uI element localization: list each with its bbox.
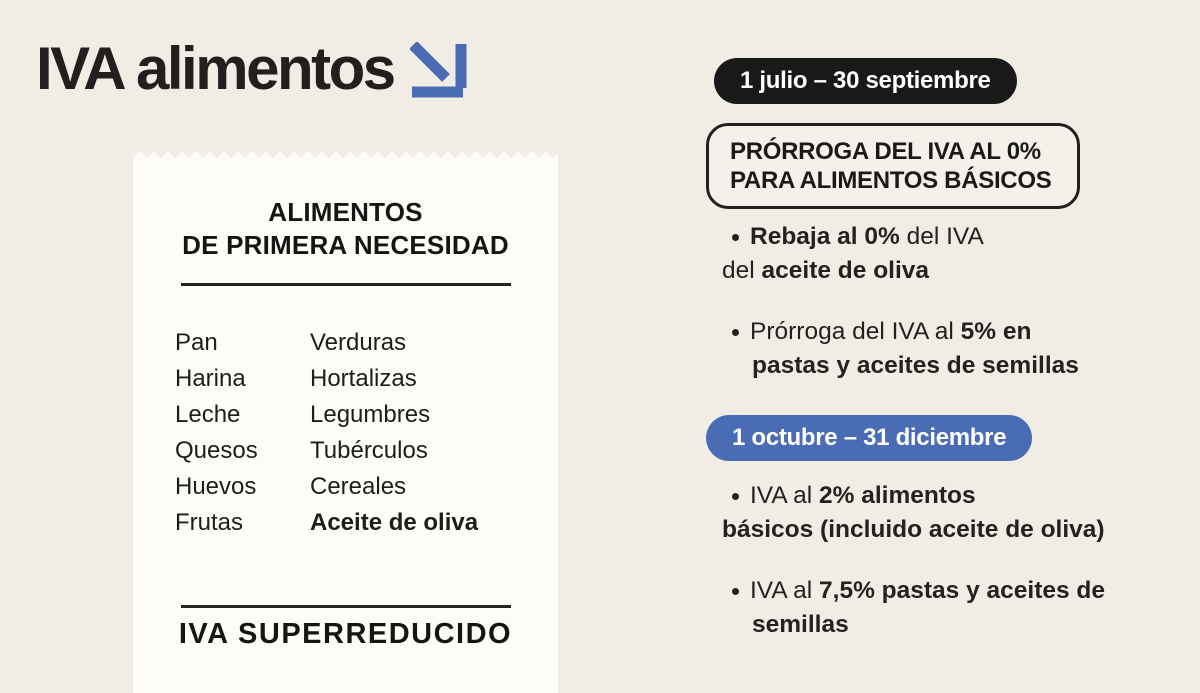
food-item: Huevos [175, 473, 257, 500]
food-item: Aceite de oliva [310, 509, 479, 536]
food-item: Legumbres [310, 401, 431, 428]
bullet-text-segment: IVA al [750, 577, 820, 604]
page-title: IVA alimentos [36, 35, 396, 102]
bullet-line: básicos (incluido aceite de oliva) [706, 513, 1186, 547]
receipt-torn-edge [133, 151, 558, 158]
bullet-line: Prórroga del IVA al 5% en [706, 315, 1186, 349]
receipt-card: ALIMENTOS DE PRIMERA NECESIDAD Pan Verdur… [133, 151, 558, 693]
highlight-box: PRÓRROGA DEL IVA AL 0% PARA ALIMENTOS BÁ… [706, 123, 1080, 209]
bullet-text-segment: semillas [752, 611, 849, 638]
bullet-text-segment: pastas y aceites de semillas [752, 352, 1079, 379]
arrow-down-right-icon [409, 42, 467, 98]
food-item: Verduras [310, 329, 407, 356]
bullet-line: del aceite de oliva [706, 254, 1186, 288]
bullet-text-segment: del [722, 257, 762, 284]
bullet-dot [732, 329, 739, 336]
bullet-list-q3: Rebaja al 0% del IVA del aceite de oliva P… [706, 220, 1186, 383]
food-item: Cereales [310, 473, 407, 500]
bullet-text-segment: 2% alimentos [819, 482, 976, 509]
receipt-title-line2: DE PRIMERA NECESIDAD [182, 230, 509, 260]
food-item: Harina [175, 365, 246, 392]
bullet-text-segment: Prórroga del IVA al [750, 318, 961, 345]
bullet-dot [732, 493, 739, 500]
receipt-title: ALIMENTOS DE PRIMERA NECESIDAD [133, 196, 558, 262]
bullet-item: IVA al 7,5% pastas y aceites de semillas [706, 574, 1186, 642]
bullet-item: Prórroga del IVA al 5% en pastas y aceite… [706, 315, 1186, 383]
bullet-line: IVA al 7,5% pastas y aceites de [706, 574, 1186, 608]
period-badge-q3: 1 julio – 30 septiembre [714, 58, 1017, 104]
bullet-line: pastas y aceites de semillas [706, 349, 1186, 383]
highlight-box-line1: PRÓRROGA DEL IVA AL 0% [730, 138, 1041, 165]
bullet-text-segment: básicos (incluido aceite de oliva) [722, 516, 1105, 543]
bullet-text-segment: 5% en [960, 318, 1032, 345]
bullet-text-segment: del IVA [899, 223, 984, 250]
food-list: Pan Verduras Harina Hortalizas Leche Legumbre… [133, 325, 558, 541]
divider [180, 283, 511, 286]
period-badge-q4: 1 octubre – 31 diciembre [706, 415, 1033, 461]
bullet-list-q4: IVA al 2% alimentos básicos (incluido ace… [706, 479, 1186, 642]
right-panel: 1 julio – 30 septiembre PRÓRROGA DEL IVA… [706, 58, 1186, 642]
bullet-line: IVA al 2% alimentos [706, 479, 1186, 513]
bullet-dot [732, 588, 739, 595]
highlight-box-line2: PARA ALIMENTOS BÁSICOS [730, 167, 1052, 194]
bullet-line: Rebaja al 0% del IVA [706, 220, 1186, 254]
food-item: Quesos [175, 437, 258, 464]
bullet-item: IVA al 2% alimentos básicos (incluido ace… [706, 479, 1186, 547]
header: IVA alimentos [36, 38, 468, 100]
receipt-title-line1: ALIMENTOS [268, 197, 423, 227]
food-item: Leche [175, 401, 241, 428]
bullet-dot [732, 234, 739, 241]
divider [180, 605, 511, 608]
food-item: Hortalizas [310, 365, 417, 392]
food-item: Pan [175, 329, 218, 356]
food-item: Tubérculos [310, 437, 428, 464]
bullet-item: Rebaja al 0% del IVA del aceite de oliva [706, 220, 1186, 288]
bullet-text-segment: 7,5% pastas y aceites de [819, 577, 1106, 604]
bullet-text-segment: IVA al [750, 482, 820, 509]
bullet-line: semillas [706, 608, 1186, 642]
bullet-text-segment: aceite de oliva [761, 257, 930, 284]
food-item: Frutas [175, 509, 244, 536]
bullet-text-segment: Rebaja al 0% [750, 223, 900, 250]
receipt-footer: IVA SUPERREDUCIDO [178, 618, 513, 650]
